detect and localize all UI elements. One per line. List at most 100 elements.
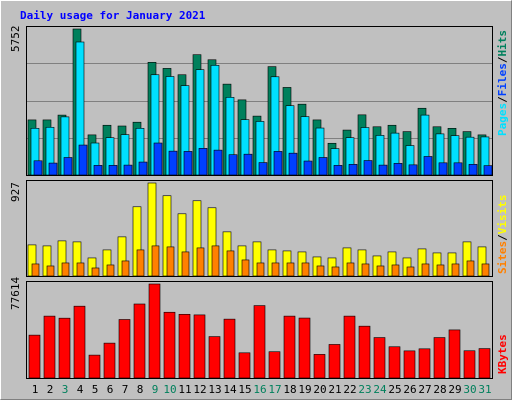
bar-kbytes-day-26 (403, 350, 416, 379)
bar-kbytes-day-29 (448, 329, 461, 379)
bar-sites-day-18 (286, 262, 295, 277)
panel-hits-max-label: 5752 (9, 26, 22, 53)
x-tick-label-day-24: 24 (373, 383, 387, 396)
bar-kbytes-day-20 (313, 354, 326, 379)
bar-kbytes-day-5 (88, 354, 101, 379)
x-tick-label-day-15: 15 (238, 383, 251, 396)
bar-sites-day-23 (361, 263, 370, 277)
bar-kbytes-day-23 (358, 325, 371, 379)
bar-sites-day-17 (271, 262, 280, 277)
bar-sites-day-7 (121, 260, 130, 277)
legend-hits: Hits (496, 30, 509, 57)
bar-sites-day-28 (436, 264, 445, 277)
bar-pages-day-16 (258, 162, 268, 176)
x-tick-label-day-21: 21 (328, 383, 341, 396)
x-tick-label-day-26: 26 (403, 383, 416, 396)
bar-kbytes-day-28 (433, 337, 446, 379)
bar-sites-day-30 (466, 260, 475, 277)
bar-kbytes-day-7 (118, 319, 131, 379)
bar-pages-day-6 (108, 165, 118, 176)
bar-pages-day-30 (468, 164, 478, 176)
bar-kbytes-day-24 (373, 337, 386, 379)
legend-sep-2: / (496, 56, 509, 63)
bar-pages-day-26 (408, 164, 418, 176)
bar-pages-day-7 (123, 164, 133, 176)
bar-sites-day-10 (166, 246, 175, 277)
bar-pages-day-10 (168, 150, 178, 176)
x-tick-label-day-22: 22 (343, 383, 356, 396)
bar-sites-day-24 (376, 265, 385, 277)
panel-frame-kbytes (26, 281, 493, 379)
bar-pages-day-15 (243, 153, 253, 176)
bar-sites-day-12 (196, 247, 205, 277)
bar-pages-day-23 (363, 160, 373, 176)
bar-kbytes-day-9 (148, 283, 161, 379)
bar-sites-day-4 (76, 262, 85, 277)
x-tick-label-day-11: 11 (178, 383, 191, 396)
x-tick-label-day-30: 30 (463, 383, 476, 396)
bar-kbytes-day-25 (388, 346, 401, 379)
chart-title: Daily usage for January 2021 (20, 9, 206, 22)
x-tick-label-day-1: 1 (32, 383, 39, 396)
legend-sep-3: / (496, 234, 509, 241)
bar-pages-day-31 (483, 165, 493, 176)
bar-sites-day-31 (481, 263, 490, 277)
panel-frame-hits_files_pages (26, 26, 493, 176)
x-tick-label-day-23: 23 (358, 383, 371, 396)
x-tick-label-day-28: 28 (433, 383, 446, 396)
x-tick-label-day-17: 17 (268, 383, 281, 396)
bar-pages-day-1 (33, 160, 43, 176)
bar-pages-day-17 (273, 151, 283, 176)
x-tick-label-day-19: 19 (298, 383, 311, 396)
x-tick-label-day-13: 13 (208, 383, 221, 396)
bar-pages-day-14 (228, 154, 238, 176)
legend-sep-1: / (496, 96, 509, 103)
x-tick-label-day-25: 25 (388, 383, 401, 396)
x-tick-label-day-9: 9 (152, 383, 159, 396)
panel-frame-visits_sites (26, 180, 493, 277)
bar-kbytes-day-13 (208, 336, 221, 379)
bar-pages-day-5 (93, 165, 103, 176)
bar-pages-day-29 (453, 162, 463, 176)
bar-sites-day-3 (61, 262, 70, 277)
x-tick-label-day-6: 6 (107, 383, 114, 396)
bar-kbytes-day-17 (268, 351, 281, 379)
bar-kbytes-day-14 (223, 318, 236, 379)
bar-sites-day-25 (391, 264, 400, 277)
bar-kbytes-day-31 (478, 348, 491, 379)
bar-sites-day-5 (91, 267, 100, 277)
x-tick-label-day-14: 14 (223, 383, 237, 396)
bar-pages-day-24 (378, 164, 388, 176)
bar-pages-day-2 (48, 162, 58, 176)
bar-sites-day-13 (211, 245, 220, 277)
bar-kbytes-day-4 (73, 305, 86, 379)
bar-kbytes-day-8 (133, 303, 146, 379)
x-tick-label-day-2: 2 (47, 383, 54, 396)
bar-sites-day-22 (346, 262, 355, 277)
bar-sites-day-8 (136, 249, 145, 277)
bar-kbytes-day-2 (43, 315, 56, 379)
bar-pages-day-21 (333, 165, 343, 176)
bar-sites-day-11 (181, 251, 190, 277)
bar-pages-day-18 (288, 152, 298, 176)
bar-sites-day-14 (226, 250, 235, 277)
bar-kbytes-day-18 (283, 315, 296, 379)
bar-sites-day-16 (256, 262, 265, 277)
x-tick-label-day-31: 31 (478, 383, 491, 396)
bar-kbytes-day-1 (28, 334, 41, 379)
x-tick-label-day-12: 12 (193, 383, 206, 396)
bar-sites-day-26 (406, 266, 415, 277)
bar-sites-day-2 (46, 265, 55, 277)
legend-sites-visits: Sites/Visits (496, 195, 509, 275)
bar-sites-day-29 (451, 263, 460, 277)
x-axis-labels: 1 2 3 4 5 6 7 8 9 10 11 12 13 14 15 16 17 18 19 20 21 22 23 24 2… (32, 383, 492, 396)
x-tick-label-day-10: 10 (163, 383, 176, 396)
bar-sites-day-6 (106, 264, 115, 277)
x-tick-label-day-5: 5 (92, 383, 99, 396)
bar-kbytes-day-19 (298, 317, 311, 379)
x-tick-label-day-29: 29 (448, 383, 461, 396)
x-tick-label-day-16: 16 (253, 383, 266, 396)
legend-files: Files (496, 63, 509, 96)
bar-sites-day-1 (31, 263, 40, 277)
